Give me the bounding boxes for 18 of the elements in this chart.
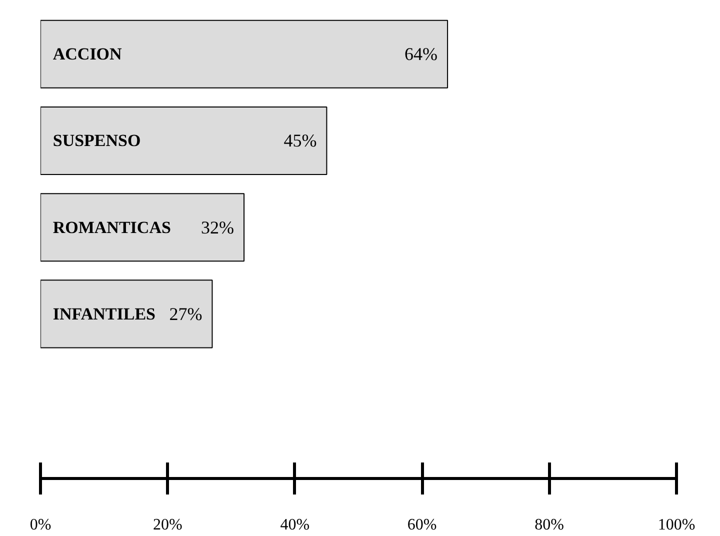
x-tick-label: 60% [407, 516, 437, 534]
bar [40, 20, 448, 88]
x-tick-label: 20% [153, 516, 182, 534]
data-label: 64% [404, 44, 438, 64]
data-label: 27% [169, 304, 202, 324]
x-tick-label: 40% [280, 516, 310, 534]
x-tick-label: 100% [658, 516, 696, 534]
bar [40, 193, 245, 262]
y-tick-label: SUSPENSO [52, 131, 141, 150]
data-label: 45% [284, 130, 317, 151]
y-tick-label: ROMANTICAS [52, 218, 171, 237]
data-label: 32% [201, 217, 234, 238]
y-tick-label: ACCION [52, 44, 123, 64]
bar [40, 106, 328, 176]
y-tick-label: INFANTILES [52, 304, 156, 324]
x-tick-label: 80% [534, 516, 564, 534]
x-tick-label: 0% [30, 516, 52, 534]
bar [40, 280, 213, 348]
